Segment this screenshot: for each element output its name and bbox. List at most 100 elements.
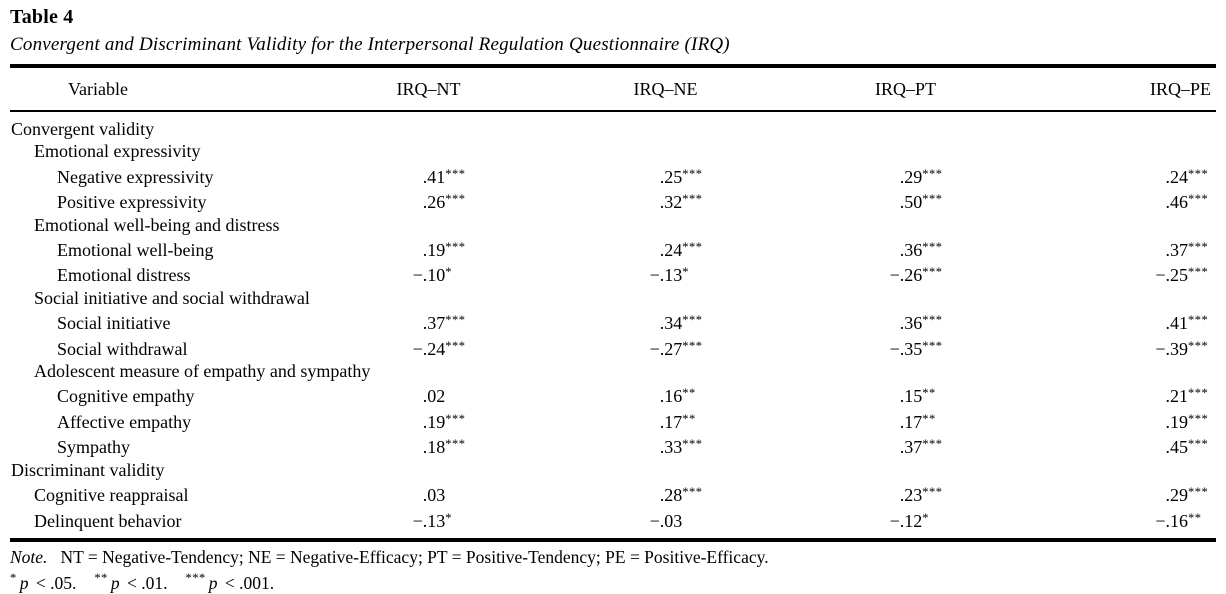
row-label: Negative expressivity xyxy=(57,166,214,187)
correlation-value: .32*** xyxy=(659,192,703,213)
table-row: Sympathy .18*** .33*** .37*** .45*** xyxy=(10,433,1216,458)
correlation-value: .37*** xyxy=(1165,240,1209,261)
correlation-value xyxy=(310,214,547,236)
correlation-value: .50*** xyxy=(899,192,943,213)
correlation-value xyxy=(1027,214,1216,236)
correlation-value: .17** xyxy=(659,411,696,432)
table-row: Cognitive empathy .02 .16** .15** .21*** xyxy=(10,382,1216,407)
significance-item: ** p < .01. xyxy=(94,570,168,593)
table-row: Social initiative and social withdrawal xyxy=(10,287,1216,309)
table-row: Negative expressivity .41*** .25*** .29***.… xyxy=(10,163,1216,188)
row-label: Cognitive empathy xyxy=(57,386,195,407)
table-note: Note. NT = Negative-Tendency; NE = Negati… xyxy=(10,547,1216,568)
correlation-value: −.27*** xyxy=(649,338,703,359)
correlation-value: .16** xyxy=(659,386,696,407)
correlation-value: .18*** xyxy=(422,437,466,458)
correlation-value xyxy=(310,111,547,140)
row-label: Affective empathy xyxy=(57,411,192,432)
correlation-value: .46*** xyxy=(1165,192,1209,213)
correlation-value: −.16** xyxy=(1155,510,1202,531)
row-label: Emotional expressivity xyxy=(34,141,201,162)
row-label: Emotional distress xyxy=(57,265,191,286)
correlation-value: −.26*** xyxy=(889,265,943,286)
column-header-variable: Variable xyxy=(10,66,310,112)
table-number-label: Table 4 xyxy=(10,6,74,28)
correlation-value: −.03 xyxy=(649,510,683,531)
correlation-value xyxy=(784,214,1027,236)
correlation-value: .29*** xyxy=(899,166,943,187)
correlation-value xyxy=(547,287,784,309)
column-header-irq-ne: IRQ–NE xyxy=(547,66,784,112)
correlation-value: .24*** xyxy=(1165,166,1209,187)
correlation-value xyxy=(784,360,1027,382)
row-label: Emotional well-being xyxy=(57,240,214,261)
table-row: Emotional expressivity xyxy=(10,140,1216,162)
row-label: Cognitive reappraisal xyxy=(34,485,189,506)
correlation-value xyxy=(310,140,547,162)
correlation-value xyxy=(1027,140,1216,162)
correlation-value: .03 xyxy=(422,485,446,506)
correlation-value: −.39*** xyxy=(1155,338,1209,359)
correlation-value xyxy=(784,459,1027,481)
table-row: Emotional distress −.10* −.13* −.26*** −.25*… xyxy=(10,261,1216,286)
row-label: Convergent validity xyxy=(11,119,155,139)
correlation-value: −.25*** xyxy=(1155,265,1209,286)
correlation-value: .02 xyxy=(422,386,446,407)
correlation-value xyxy=(1027,459,1216,481)
table-row: Adolescent measure of empathy and sympat… xyxy=(10,360,1216,382)
table-row: Cognitive reappraisal .03 .28*** .23*** .29*… xyxy=(10,481,1216,506)
correlation-value: .41*** xyxy=(422,166,466,187)
correlation-value: .19*** xyxy=(422,411,466,432)
table-row: Emotional well-being and distress xyxy=(10,214,1216,236)
significance-item: *** p < .001. xyxy=(185,570,275,593)
validity-correlation-table: Variable IRQ–NT IRQ–NE IRQ–PT IRQ–PE Con… xyxy=(10,64,1216,542)
correlation-value xyxy=(784,111,1027,140)
row-label: Social withdrawal xyxy=(57,338,188,359)
correlation-value xyxy=(547,459,784,481)
correlation-value: .36*** xyxy=(899,313,943,334)
correlation-value: .45*** xyxy=(1165,437,1209,458)
correlation-value xyxy=(547,111,784,140)
note-label: Note. xyxy=(10,546,48,567)
correlation-value: .23*** xyxy=(899,485,943,506)
significance-legend: * p < .05. ** p < .01. *** p < .001. xyxy=(10,568,1216,594)
correlation-value: .33*** xyxy=(659,437,703,458)
correlation-value: .17** xyxy=(899,411,936,432)
correlation-value: .41*** xyxy=(1165,313,1209,334)
correlation-value: .26*** xyxy=(422,192,466,213)
correlation-value xyxy=(1027,111,1216,140)
correlation-value: .28*** xyxy=(659,485,703,506)
correlation-value xyxy=(784,140,1027,162)
correlation-value: .24*** xyxy=(659,240,703,261)
row-label: Emotional well-being and distress xyxy=(34,214,280,235)
row-label: Adolescent measure of empathy and sympat… xyxy=(34,361,371,382)
row-label: Social initiative xyxy=(57,313,171,334)
correlation-value xyxy=(310,287,547,309)
correlation-value: .19*** xyxy=(422,240,466,261)
note-text: NT = Negative-Tendency; NE = Negative-Ef… xyxy=(60,546,769,567)
row-label: Discriminant validity xyxy=(11,459,165,480)
table-row: Delinquent behavior −.13* −.03 −.12* −.16** xyxy=(10,507,1216,540)
correlation-value xyxy=(784,287,1027,309)
correlation-value: .37*** xyxy=(899,437,943,458)
correlation-value: .19*** xyxy=(1165,411,1209,432)
table-caption: Convergent and Discriminant Validity for… xyxy=(10,34,730,55)
row-label: Positive expressivity xyxy=(57,192,207,213)
correlation-value xyxy=(547,360,784,382)
table-body: Convergent validity Emotional expressivit… xyxy=(10,111,1216,540)
correlation-value: −.13* xyxy=(412,510,452,531)
row-label: Sympathy xyxy=(57,437,131,458)
correlation-value: −.24*** xyxy=(412,338,466,359)
correlation-value xyxy=(547,214,784,236)
table-row: Emotional well-being .19*** .24*** .36*** .3… xyxy=(10,236,1216,261)
table-row: Affective empathy .19*** .17** .17** .19*** xyxy=(10,408,1216,433)
correlation-value: −.10* xyxy=(412,265,452,286)
correlation-value: −.35*** xyxy=(889,338,943,359)
table-row: Positive expressivity .26*** .32*** .50***.… xyxy=(10,188,1216,213)
table-row: Social initiative .37*** .34*** .36*** .41**… xyxy=(10,309,1216,334)
correlation-value xyxy=(1027,360,1216,382)
correlation-value: .21*** xyxy=(1165,386,1209,407)
table-row: Discriminant validity xyxy=(10,459,1216,481)
correlation-value: .36*** xyxy=(899,240,943,261)
